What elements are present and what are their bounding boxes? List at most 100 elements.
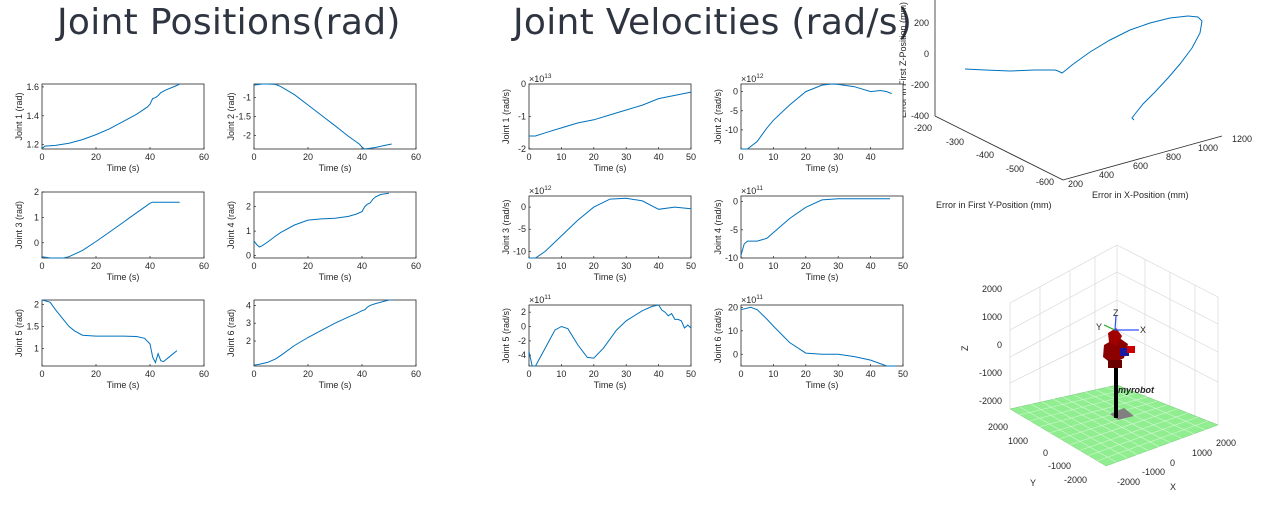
x-axis-label: Time (s) <box>107 272 140 282</box>
y-tick-label: 1.5 <box>26 321 39 331</box>
x-tick-label: 20 <box>589 369 599 379</box>
series-line <box>741 83 892 150</box>
x-tick-label: 10 <box>556 152 566 162</box>
x-tick-label: 20 <box>303 152 313 162</box>
y-axis-label: Joint 6 (rad/s) <box>713 308 723 363</box>
x-tick-label: 20 <box>303 369 313 379</box>
x-tick-label: 0 <box>39 152 44 162</box>
traj-z-tick-neg400: -400 <box>911 111 929 121</box>
plot-area <box>528 195 692 259</box>
joint-chart-12: 0 10 20 30 40 50 20 10 0 Time (s) Joint 6 (rad/s) ×… <box>713 294 908 390</box>
robot-y-tick-neg1000: -1000 <box>1048 461 1071 471</box>
x-tick-label: 60 <box>199 369 209 379</box>
joint-chart-6: 0 20 40 60 2 3 4 Time (s) Joint 6 (rad) <box>226 299 421 390</box>
y-tick-label: 0 <box>733 87 738 97</box>
x-tick-label: 0 <box>526 369 531 379</box>
x-tick-label: 50 <box>686 369 696 379</box>
x-tick-label: 10 <box>556 261 566 271</box>
series-line <box>253 83 392 150</box>
y-tick-label: -1.5 <box>235 112 251 122</box>
x-tick-label: 60 <box>199 261 209 271</box>
x-axis-label: Time (s) <box>319 272 352 282</box>
traj-x-axis-label: Error in X-Position (mm) <box>1092 190 1189 200</box>
y-exponent-label: ×1011 <box>741 294 763 305</box>
x-tick-label: 0 <box>738 261 743 271</box>
robot-z-tick-neg2000: -2000 <box>979 396 1002 406</box>
x-tick-label: 10 <box>768 369 778 379</box>
x-tick-label: 30 <box>621 261 631 271</box>
y-tick-label: 10 <box>728 326 738 336</box>
x-tick-label: 60 <box>411 152 421 162</box>
y-tick-label: -5 <box>518 224 526 234</box>
joint-chart-4: 0 20 40 60 0 1 2 Time (s) Joint 4 (rad) <box>226 191 421 282</box>
y-tick-label: -5 <box>730 106 738 116</box>
x-axis-label: Time (s) <box>319 380 352 390</box>
y-tick-label: -5 <box>730 225 738 235</box>
plot-area <box>740 195 904 259</box>
plot-area <box>740 83 904 150</box>
plot-area <box>740 304 904 367</box>
plot-area <box>253 191 417 259</box>
x-axis-label: Time (s) <box>319 163 352 173</box>
joint-chart-8: 0 10 20 30 40 0 -5 -10 Time (s) Joint 2 (rad/s) ×1… <box>713 73 904 173</box>
x-tick-label: 0 <box>526 261 531 271</box>
y-axis-label: Joint 1 (rad/s) <box>501 89 511 144</box>
x-tick-label: 40 <box>654 261 664 271</box>
error-trajectory-line <box>964 15 1203 121</box>
robot-z-tick-1000: 1000 <box>982 312 1002 322</box>
joint-velocities-title: Joint Velocities (rad/s) <box>513 2 913 43</box>
robot-x-tick-neg1000: -1000 <box>1142 467 1165 477</box>
traj-z-axis-label: Error in First Z-Position (mm) <box>898 2 908 118</box>
y-exponent-label: ×1011 <box>741 185 763 196</box>
traj-x-tick-400: 400 <box>1099 170 1114 180</box>
x-tick-label: 40 <box>866 369 876 379</box>
robot-x-tick-2000: 2000 <box>1216 438 1236 448</box>
robot-y-axis-label: Y <box>1030 478 1036 488</box>
x-tick-label: 10 <box>768 152 778 162</box>
x-axis-label: Time (s) <box>107 163 140 173</box>
x-tick-label: 30 <box>621 369 631 379</box>
y-tick-label: 20 <box>728 302 738 312</box>
y-tick-label: 0 <box>521 79 526 89</box>
frame-z-label: Z <box>1113 308 1119 318</box>
y-axis-label: Joint 4 (rad/s) <box>713 199 723 254</box>
frame-x-label: X <box>1140 325 1146 335</box>
x-tick-label: 30 <box>833 261 843 271</box>
x-tick-label: 20 <box>801 369 811 379</box>
y-tick-label: -1 <box>518 112 526 122</box>
series-line <box>41 83 180 150</box>
x-tick-label: 10 <box>768 261 778 271</box>
x-axis-label: Time (s) <box>594 272 627 282</box>
y-tick-label: 0 <box>733 349 738 359</box>
joint-chart-10: 0 10 20 30 40 50 0 -5 -10 Time (s) Joint 4 (rad/s)… <box>713 185 908 282</box>
x-tick-label: 0 <box>738 369 743 379</box>
y-tick-label: 1 <box>34 212 39 222</box>
plot-area <box>253 299 417 367</box>
x-tick-label: 40 <box>357 152 367 162</box>
y-tick-label: 3 <box>246 318 251 328</box>
x-tick-label: 40 <box>654 152 664 162</box>
x-tick-label: 0 <box>39 369 44 379</box>
y-tick-label: 0 <box>521 202 526 212</box>
series-line <box>41 201 180 259</box>
x-tick-label: 0 <box>251 152 256 162</box>
x-tick-label: 20 <box>589 261 599 271</box>
robot-name-label: myrobot <box>1118 385 1155 395</box>
series-line <box>529 197 692 259</box>
y-axis-label: Joint 6 (rad) <box>226 309 236 357</box>
x-tick-label: 0 <box>738 152 743 162</box>
series-line <box>740 198 890 256</box>
error-trajectory-3d-plot: 200 0 -200 -400 Error in First Z-Positio… <box>898 0 1252 210</box>
y-tick-label: -10 <box>725 253 738 263</box>
traj-x-tick-800: 800 <box>1166 152 1181 162</box>
y-axis-label: Joint 4 (rad) <box>226 201 236 249</box>
frame-y-label: Y <box>1096 322 1102 332</box>
robot-x-tick-neg2000: -2000 <box>1117 477 1140 487</box>
y-tick-label: 0 <box>521 322 526 332</box>
plot-area <box>41 191 205 259</box>
y-tick-label: 4 <box>246 300 251 310</box>
x-tick-label: 20 <box>801 261 811 271</box>
y-axis-label: Joint 1 (rad) <box>14 92 24 140</box>
y-tick-label: 0 <box>246 251 251 261</box>
robot-x-axis-label: X <box>1170 482 1176 492</box>
